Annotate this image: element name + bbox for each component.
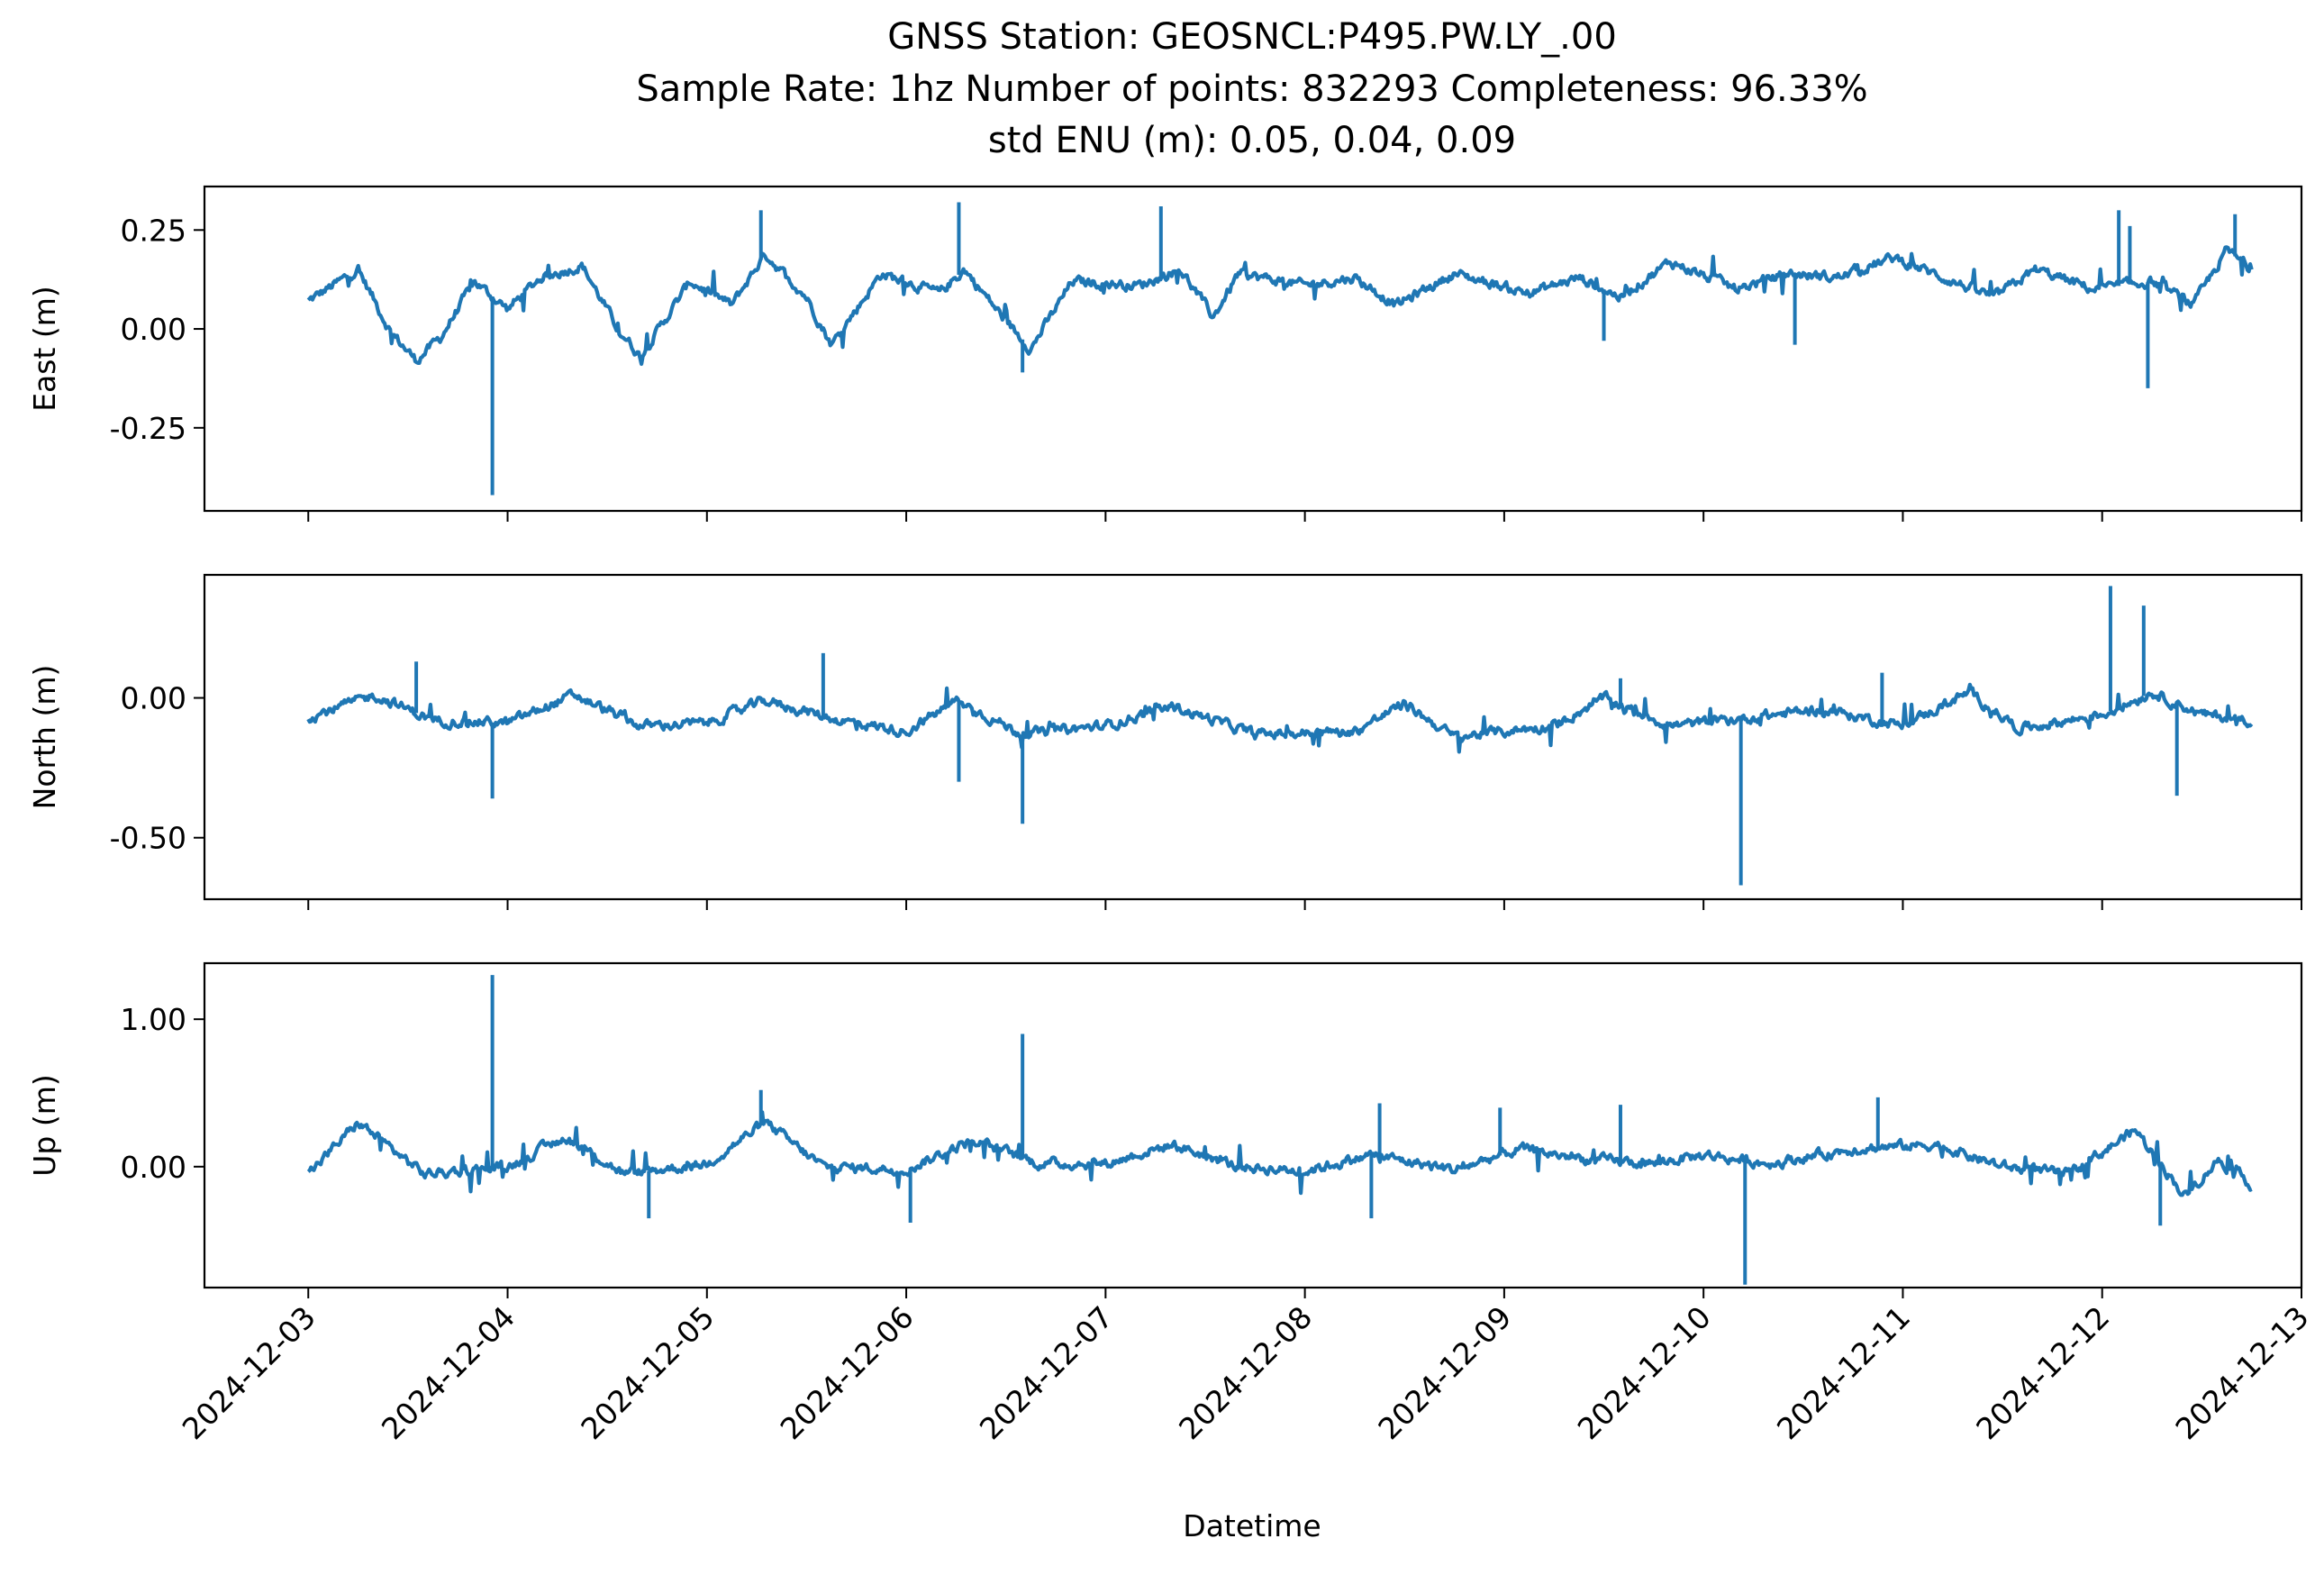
panel-2-frame — [203, 573, 2303, 901]
y-tick-label: 0.00 — [121, 1150, 186, 1185]
title-line-2: Sample Rate: 1hz Number of points: 83229… — [636, 68, 1867, 110]
y-axis-label: East (m) — [27, 286, 62, 412]
y-tick-label: 0.00 — [121, 312, 186, 347]
panel-1-frame — [203, 185, 2303, 513]
y-axis-label: North (m) — [27, 665, 62, 810]
y-tick-label: 0.25 — [121, 213, 186, 248]
panel-1: 0.25 0.00 -0.25 East (m) — [27, 185, 2303, 522]
y-tick-label: -0.50 — [110, 821, 186, 856]
y-tick-label: 0.00 — [121, 681, 186, 716]
y-tick-label: 1.00 — [121, 1002, 186, 1037]
x-axis-label: Datetime — [1183, 1508, 1321, 1543]
title-line-1: GNSS Station: GEOSNCL:P495.PW.LY_.00 — [887, 16, 1617, 58]
series-line-east — [306, 245, 2254, 367]
title-line-3: std ENU (m): 0.05, 0.04, 0.09 — [988, 120, 1516, 161]
y-axis-label: Up (m) — [27, 1074, 62, 1177]
series-line-up — [306, 1110, 2253, 1197]
panel-3-frame — [203, 961, 2303, 1289]
series-line-north — [306, 682, 2254, 754]
y-tick-label: -0.25 — [110, 411, 186, 446]
panel-2: 0.00 -0.50 North (m) — [27, 573, 2303, 910]
